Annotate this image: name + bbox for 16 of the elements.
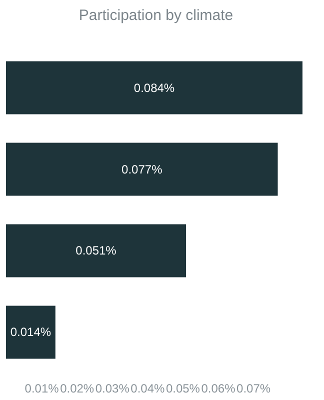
data-label: 0.084% [134,80,175,95]
chart-title: Participation by climate [78,7,234,24]
bar [6,142,278,196]
bar [6,61,302,114]
x-tick-label: 0.07% [236,382,271,396]
data-label: 0.014% [10,325,52,340]
x-tick-label: 0.01% [24,382,60,396]
x-tick-label: 0.04% [130,382,166,396]
x-tick-label: 0.02% [60,382,94,396]
data-label: 0.077% [122,162,163,176]
x-tick-label: 0.03% [95,382,130,396]
x-tick-label: 0.06% [201,382,236,396]
data-label: 0.051% [76,244,117,258]
bar [6,306,56,359]
x-tick-label: 0.05% [166,382,200,396]
bar [6,224,186,278]
